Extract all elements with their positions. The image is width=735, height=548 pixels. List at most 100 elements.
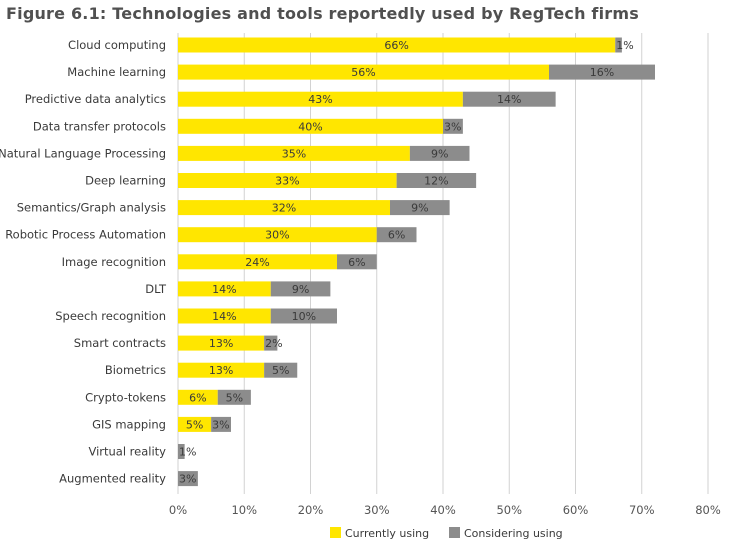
- bar-considering-using: [549, 64, 655, 80]
- bar-currently-using: [178, 281, 271, 297]
- x-axis-ticks: 0% 10% 20% 30% 40% 50% 60% 70% 80%: [169, 503, 721, 517]
- value-label-currently-using: 35%: [282, 147, 306, 160]
- category-label: Deep learning: [85, 174, 166, 188]
- value-label-considering-using: 16%: [590, 66, 614, 79]
- value-label-currently-using: 14%: [212, 283, 236, 296]
- bars: 66% 1% 56% 16% 43% 14% 40% 3% 35% 9% 33% 12% 32% 9% 30…: [178, 37, 655, 487]
- category-label: Image recognition: [62, 255, 166, 269]
- bar-currently-using: [178, 254, 337, 270]
- x-tick-label: 70%: [629, 503, 655, 517]
- category-label: Predictive data analytics: [25, 92, 166, 106]
- bar-considering-using: [443, 118, 463, 134]
- value-label-considering-using: 12%: [424, 175, 448, 188]
- bar-currently-using: [178, 308, 271, 324]
- bar-considering-using: [462, 91, 556, 107]
- category-label: Natural Language Processing: [0, 146, 166, 160]
- legend-considering-using-swatch: [449, 527, 460, 538]
- x-tick-label: 0%: [169, 503, 187, 517]
- bar-considering-using: [217, 389, 251, 405]
- bar-considering-using: [211, 416, 231, 432]
- category-label: Smart contracts: [74, 336, 166, 350]
- bar-currently-using: [178, 145, 410, 161]
- x-tick-label: 50%: [496, 503, 522, 517]
- bar-currently-using: [178, 118, 443, 134]
- category-label: Machine learning: [67, 65, 166, 79]
- value-label-considering-using: 1%: [179, 446, 196, 459]
- category-labels: Cloud computing Machine learning Predictiv…: [0, 38, 167, 486]
- value-label-currently-using: 6%: [189, 391, 206, 404]
- bar-currently-using: [178, 227, 377, 243]
- bar-considering-using: [376, 227, 417, 243]
- bar-considering-using: [409, 145, 470, 161]
- value-label-considering-using: 3%: [179, 473, 196, 486]
- x-tick-label: 30%: [364, 503, 390, 517]
- category-label: Biometrics: [105, 363, 166, 377]
- value-label-considering-using: 5%: [272, 364, 289, 377]
- value-label-considering-using: 10%: [292, 310, 316, 323]
- value-label-currently-using: 5%: [186, 418, 203, 431]
- bar-considering-using: [178, 444, 185, 459]
- bar-considering-using: [337, 254, 377, 270]
- bar-currently-using: [178, 335, 265, 351]
- category-label: Speech recognition: [55, 309, 166, 323]
- bar-considering-using: [615, 37, 622, 53]
- value-label-considering-using: 6%: [388, 229, 405, 242]
- category-label: GIS mapping: [92, 417, 166, 431]
- value-label-considering-using: 5%: [226, 391, 243, 404]
- bar-considering-using: [264, 362, 298, 378]
- category-label: Data transfer protocols: [33, 119, 166, 133]
- bar-considering-using: [270, 281, 331, 297]
- value-label-currently-using: 24%: [245, 256, 269, 269]
- value-label-currently-using: 43%: [308, 93, 332, 106]
- bar-considering-using: [270, 308, 337, 324]
- value-label-considering-using: 9%: [411, 202, 428, 215]
- value-label-currently-using: 33%: [275, 175, 299, 188]
- category-label: Crypto-tokens: [85, 390, 166, 404]
- bar-currently-using: [178, 173, 397, 188]
- category-label: Virtual reality: [88, 445, 166, 459]
- value-label-considering-using: 3%: [212, 418, 229, 431]
- value-label-currently-using: 66%: [384, 39, 408, 52]
- x-tick-label: 20%: [298, 503, 324, 517]
- value-label-considering-using: 1%: [616, 39, 633, 52]
- bar-considering-using: [390, 200, 450, 216]
- value-label-currently-using: 13%: [209, 337, 233, 350]
- x-tick-label: 60%: [563, 503, 589, 517]
- value-label-currently-using: 13%: [209, 364, 233, 377]
- bar-currently-using: [178, 200, 390, 216]
- value-label-currently-using: 14%: [212, 310, 236, 323]
- category-label: Semantics/Graph analysis: [17, 201, 166, 215]
- bar-considering-using: [178, 471, 198, 487]
- value-label-considering-using: 3%: [444, 120, 461, 133]
- bar-currently-using: [178, 37, 616, 53]
- bar-currently-using: [178, 389, 218, 405]
- chart-title: Figure 6.1: Technologies and tools repor…: [6, 4, 639, 23]
- category-label: Robotic Process Automation: [5, 228, 166, 242]
- bar-currently-using: [178, 64, 549, 80]
- bar-considering-using: [396, 173, 477, 188]
- legend: Currently using Considering using: [330, 527, 563, 540]
- value-label-considering-using: 14%: [497, 93, 521, 106]
- category-label: Cloud computing: [68, 38, 166, 52]
- value-label-considering-using: 9%: [292, 283, 309, 296]
- x-tick-label: 40%: [430, 503, 456, 517]
- value-label-currently-using: 32%: [272, 202, 296, 215]
- value-label-considering-using: 9%: [431, 147, 448, 160]
- bar-considering-using: [264, 335, 278, 351]
- value-label-currently-using: 30%: [265, 229, 289, 242]
- x-tick-label: 80%: [695, 503, 721, 517]
- value-label-currently-using: 40%: [298, 120, 322, 133]
- bar-currently-using: [178, 416, 212, 432]
- legend-considering-using-label: Considering using: [464, 527, 563, 540]
- value-label-considering-using: 6%: [348, 256, 365, 269]
- x-tick-label: 10%: [231, 503, 257, 517]
- value-label-considering-using: 2%: [265, 337, 282, 350]
- category-label: Augmented reality: [59, 472, 166, 486]
- value-label-currently-using: 56%: [351, 66, 375, 79]
- legend-currently-using-swatch: [330, 527, 341, 538]
- category-label: DLT: [145, 282, 167, 296]
- legend-currently-using-label: Currently using: [345, 527, 429, 540]
- bar-currently-using: [178, 91, 463, 107]
- bar-currently-using: [178, 362, 265, 378]
